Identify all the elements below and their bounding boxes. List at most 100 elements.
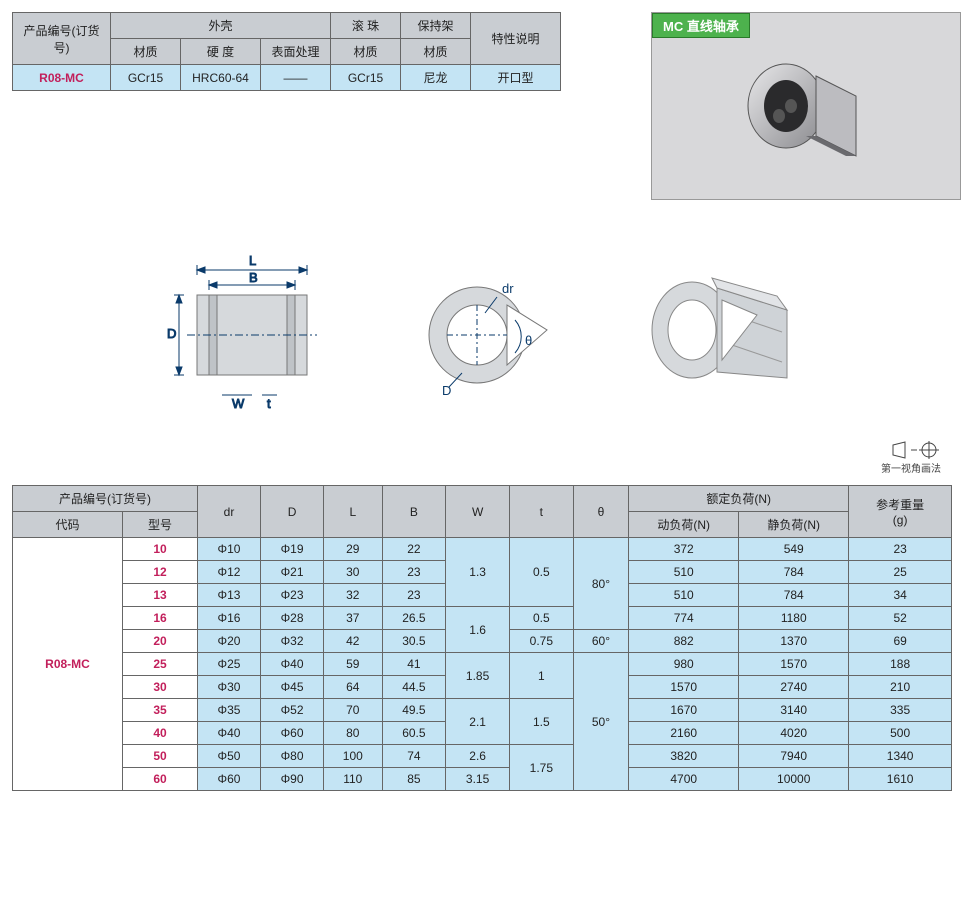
cell-B: 26.5 xyxy=(382,607,446,630)
h-shell-surf: 表面处理 xyxy=(261,39,331,65)
h-ball-mat: 材质 xyxy=(331,39,401,65)
cell-D: Φ45 xyxy=(261,676,324,699)
h-ball: 滚 珠 xyxy=(331,13,401,39)
spec-ball-mat: GCr15 xyxy=(331,65,401,91)
cell-dyn: 980 xyxy=(629,653,739,676)
cell-wt: 210 xyxy=(849,676,952,699)
cell-L: 30 xyxy=(324,561,382,584)
cell-stat: 549 xyxy=(739,538,849,561)
cell-dr: Φ30 xyxy=(198,676,261,699)
cell-dyn: 1670 xyxy=(629,699,739,722)
cell-dr: Φ13 xyxy=(198,584,261,607)
svg-text:B: B xyxy=(249,270,258,285)
cell-B: 44.5 xyxy=(382,676,446,699)
cell-stat: 1180 xyxy=(739,607,849,630)
dim-model: 12 xyxy=(123,561,198,584)
svg-text:D: D xyxy=(167,326,176,341)
h2-weight: 参考重量 (g) xyxy=(849,486,952,538)
h2-L: L xyxy=(324,486,382,538)
product-preview: MC 直线轴承 xyxy=(651,12,961,200)
cell-L: 110 xyxy=(324,768,382,791)
cell-D: Φ19 xyxy=(261,538,324,561)
cell-dr: Φ10 xyxy=(198,538,261,561)
dim-model: 25 xyxy=(123,653,198,676)
h-retainer: 保持架 xyxy=(401,13,471,39)
cell-D: Φ90 xyxy=(261,768,324,791)
cell-L: 80 xyxy=(324,722,382,745)
cell-wt: 34 xyxy=(849,584,952,607)
dim-model: 13 xyxy=(123,584,198,607)
front-view-icon: dr D θ xyxy=(407,255,557,405)
cell-W: 1.85 xyxy=(446,653,510,699)
cell-dr: Φ40 xyxy=(198,722,261,745)
cell-D: Φ52 xyxy=(261,699,324,722)
cell-dyn: 510 xyxy=(629,561,739,584)
dim-model: 16 xyxy=(123,607,198,630)
dim-model: 50 xyxy=(123,745,198,768)
h2-code: 代码 xyxy=(13,512,123,538)
svg-text:L: L xyxy=(249,253,256,268)
svg-text:θ: θ xyxy=(525,333,532,348)
svg-text:W: W xyxy=(232,396,245,410)
spec-feature: 开口型 xyxy=(471,65,561,91)
cell-t: 0.5 xyxy=(509,538,573,607)
cell-W: 2.6 xyxy=(446,745,510,768)
cell-dr: Φ60 xyxy=(198,768,261,791)
h2-partno: 产品编号(订货号) xyxy=(13,486,198,512)
cell-dr: Φ35 xyxy=(198,699,261,722)
cell-D: Φ60 xyxy=(261,722,324,745)
cell-wt: 52 xyxy=(849,607,952,630)
h-shell-hard: 硬 度 xyxy=(181,39,261,65)
cell-wt: 1340 xyxy=(849,745,952,768)
svg-text:dr: dr xyxy=(502,281,514,296)
cell-wt: 335 xyxy=(849,699,952,722)
dim-model: 60 xyxy=(123,768,198,791)
diagram-row: L B D W t dr D θ xyxy=(12,250,961,410)
cell-stat: 3140 xyxy=(739,699,849,722)
dim-model: 20 xyxy=(123,630,198,653)
cell-theta: 80° xyxy=(573,538,629,630)
cell-B: 30.5 xyxy=(382,630,446,653)
cell-wt: 188 xyxy=(849,653,952,676)
cell-dyn: 4700 xyxy=(629,768,739,791)
cell-stat: 4020 xyxy=(739,722,849,745)
cell-stat: 2740 xyxy=(739,676,849,699)
cell-wt: 1610 xyxy=(849,768,952,791)
cell-wt: 25 xyxy=(849,561,952,584)
iso-view-icon xyxy=(637,260,807,400)
cell-B: 49.5 xyxy=(382,699,446,722)
cell-t: 1 xyxy=(509,653,573,699)
cell-dyn: 510 xyxy=(629,584,739,607)
cell-t: 1.75 xyxy=(509,745,573,791)
cell-B: 23 xyxy=(382,584,446,607)
h2-theta: θ xyxy=(573,486,629,538)
cell-L: 59 xyxy=(324,653,382,676)
dim-model: 10 xyxy=(123,538,198,561)
cell-wt: 500 xyxy=(849,722,952,745)
cell-D: Φ28 xyxy=(261,607,324,630)
spec-shell-hard: HRC60-64 xyxy=(181,65,261,91)
cell-W: 1.6 xyxy=(446,607,510,653)
table-row: 60Φ60Φ90110853.154700100001610 xyxy=(13,768,952,791)
cell-dr: Φ16 xyxy=(198,607,261,630)
projection-note: 第一视角画法 xyxy=(12,440,941,475)
cell-dr: Φ50 xyxy=(198,745,261,768)
cell-stat: 10000 xyxy=(739,768,849,791)
dim-code: R08-MC xyxy=(13,538,123,791)
cell-dyn: 774 xyxy=(629,607,739,630)
cell-theta: 60° xyxy=(573,630,629,653)
table-row: R08-MC10Φ10Φ1929221.30.580°37254923 xyxy=(13,538,952,561)
h2-model: 型号 xyxy=(123,512,198,538)
cell-L: 37 xyxy=(324,607,382,630)
cell-L: 29 xyxy=(324,538,382,561)
h2-W: W xyxy=(446,486,510,538)
cell-B: 85 xyxy=(382,768,446,791)
dim-table: 产品编号(订货号) dr D L B W t θ 额定负荷(N) 参考重量 (g… xyxy=(12,485,952,791)
spec-table: 产品编号(订货号) 外壳 滚 珠 保持架 特性说明 材质 硬 度 表面处理 材质… xyxy=(12,12,561,91)
cell-D: Φ23 xyxy=(261,584,324,607)
cell-B: 41 xyxy=(382,653,446,676)
cell-D: Φ21 xyxy=(261,561,324,584)
h-partno: 产品编号(订货号) xyxy=(13,13,111,65)
cell-L: 70 xyxy=(324,699,382,722)
spec-shell-surf: —— xyxy=(261,65,331,91)
